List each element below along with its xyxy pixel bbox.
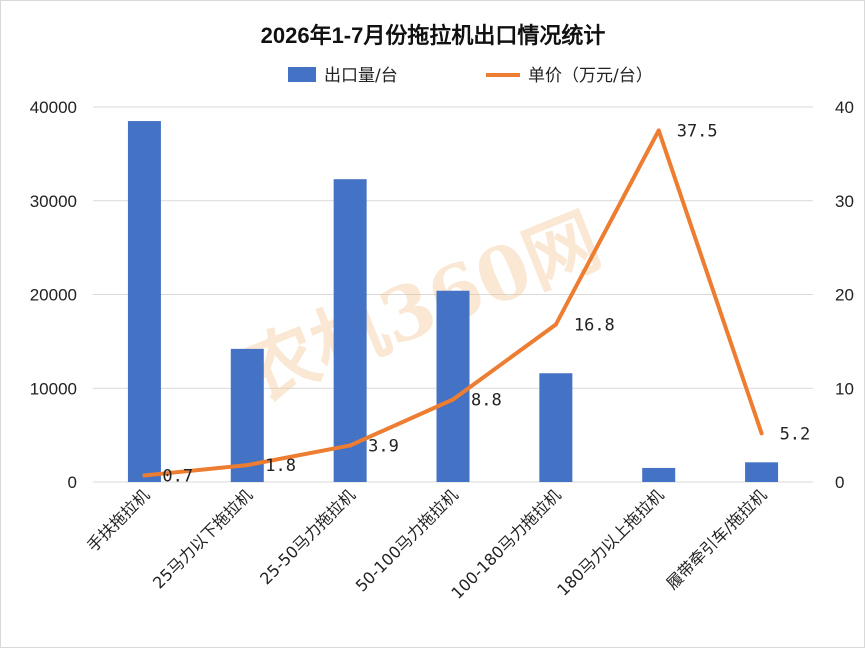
x-tick-label: 手扶拖拉机 (83, 485, 153, 555)
line-point (553, 322, 558, 327)
line-data-label: 3.9 (368, 436, 399, 456)
y-right-tick-label: 40 (835, 98, 854, 117)
legend-swatch-bar (288, 67, 316, 82)
line-point (656, 128, 661, 133)
y-left-tick-label: 20000 (30, 286, 77, 305)
x-tick-label: 25马力以下拖拉机 (149, 485, 256, 592)
x-tick-label: 25-50马力拖拉机 (256, 485, 359, 588)
legend: 出口量/台 单价（万元/台） (288, 66, 653, 86)
line-point (451, 397, 455, 402)
line-data-label: 1.8 (265, 456, 296, 476)
y-right-tick-label: 20 (835, 286, 854, 305)
bar-series (127, 121, 779, 482)
legend-label-line: 单价（万元/台） (528, 66, 653, 86)
bar (230, 348, 264, 482)
y-right-tick-label: 0 (835, 473, 844, 492)
y-left-tick-label: 40000 (30, 98, 77, 117)
line-data-label: 0.7 (162, 466, 193, 486)
bar (539, 373, 573, 482)
line-point (245, 463, 250, 468)
y-left-tick-label: 10000 (30, 379, 77, 398)
bar (127, 121, 161, 482)
line-data-label: 37.5 (677, 121, 718, 141)
bar (333, 179, 367, 482)
y-right-tick-label: 10 (835, 379, 854, 398)
chart-title: 2026年1-7月份拖拉机出口情况统计 (261, 23, 606, 48)
legend-label-bar: 出口量/台 (324, 66, 398, 86)
x-tick-label: 50-100马力拖拉机 (352, 485, 462, 595)
bar (745, 462, 779, 482)
bar (642, 467, 676, 482)
line-data-label: 16.8 (574, 316, 615, 336)
line-series: 0.7 1.8 3.9 8.8 16.8 37.5 5.2 (142, 121, 810, 486)
line-point (348, 443, 353, 448)
line-data-label: 5.2 (780, 424, 811, 444)
y-right-tick-label: 30 (835, 192, 854, 211)
line-data-label: 8.8 (471, 391, 502, 411)
bar (436, 290, 470, 482)
line-point (759, 431, 764, 436)
line-point (142, 473, 147, 478)
x-tick-label: 100-180马力拖拉机 (447, 485, 564, 602)
x-tick-label: 履带牵引车/拖拉机 (663, 485, 771, 593)
y-left-tick-label: 0 (68, 473, 77, 492)
x-tick-label: 180马力以上拖拉机 (553, 485, 667, 599)
y-left-tick-label: 30000 (30, 192, 77, 211)
